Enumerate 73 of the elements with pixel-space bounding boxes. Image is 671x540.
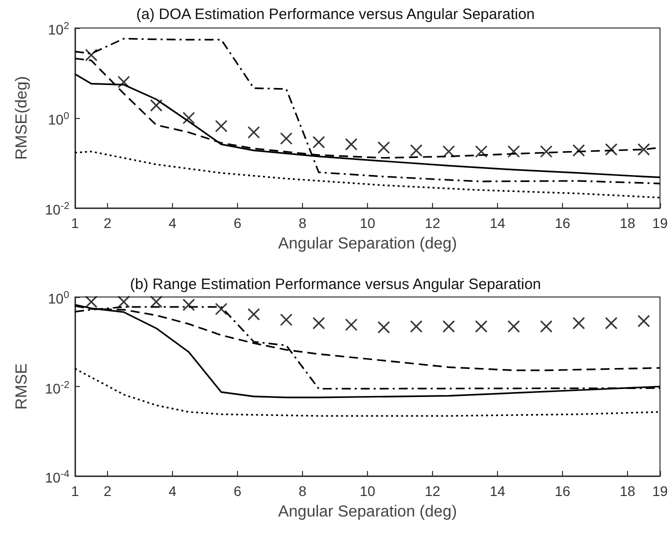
y-tick-label: 10$^{0}$	[48, 110, 70, 128]
point	[410, 144, 422, 157]
point	[85, 296, 98, 308]
x-axis-title: Angular Separation (deg)	[278, 504, 457, 520]
point	[182, 112, 195, 124]
line-series	[74, 150, 661, 198]
point	[118, 76, 130, 88]
x-tick-label: 14	[490, 215, 506, 231]
point	[540, 320, 552, 333]
x-tick-label: 10	[360, 215, 376, 231]
x-tick-label: 8	[298, 483, 307, 499]
point	[345, 318, 358, 331]
point	[118, 296, 130, 308]
point	[150, 296, 162, 308]
x-tick-label: 18	[620, 215, 636, 231]
line-series	[74, 368, 661, 417]
y-tick-label: 10$^{-2}$	[45, 200, 70, 218]
x-tick-label: 4	[168, 483, 177, 499]
x-tick-label: 16	[554, 483, 570, 499]
point	[215, 120, 228, 132]
line-series	[74, 38, 661, 184]
point	[442, 320, 455, 333]
chart-title: (a) DOA Estimation Performance versus Angular Separation	[136, 6, 535, 23]
point	[248, 308, 260, 321]
x-tick-label: 19	[652, 215, 668, 231]
y-axis-title: RMSE(deg)	[14, 76, 30, 160]
point	[150, 99, 162, 112]
point	[280, 132, 292, 145]
point	[182, 298, 195, 312]
point	[605, 143, 618, 156]
y-tick-label: 10$^{2}$	[48, 20, 70, 38]
x-axis-title: Angular Separation (deg)	[278, 236, 457, 252]
point	[475, 320, 488, 333]
chart-title: (b) Range Estimation Performance versus Angular Separation	[130, 276, 542, 293]
point	[572, 316, 585, 330]
point	[85, 48, 98, 62]
point	[638, 314, 650, 328]
x-tick-label: 6	[234, 483, 242, 499]
point	[312, 316, 325, 330]
point	[248, 126, 260, 139]
x-tick-label: 10	[360, 483, 376, 499]
x-tick-label: 18	[620, 483, 636, 499]
x-tick-label: 14	[490, 483, 506, 499]
point	[312, 136, 325, 148]
y-tick-label: 10$^{-2}$	[45, 378, 70, 396]
point	[378, 321, 390, 334]
x-tick-label: 4	[168, 215, 177, 231]
point	[345, 138, 358, 151]
point	[215, 302, 228, 316]
point	[508, 145, 520, 158]
x-tick-label: 19	[652, 483, 668, 499]
x-tick-label: 1	[71, 483, 80, 499]
x-tick-label: 2	[104, 215, 112, 231]
point	[572, 144, 585, 157]
x-tick-label: 2	[104, 483, 112, 499]
x-tick-label: 6	[234, 215, 242, 231]
y-tick-label: 10$^{-4}$	[45, 468, 70, 486]
point	[508, 320, 520, 333]
point	[280, 314, 292, 326]
point	[605, 316, 618, 330]
x-tick-label: 12	[424, 483, 440, 499]
point	[638, 143, 650, 156]
y-axis-title: RMSE	[14, 363, 30, 410]
x-tick-label: 12	[424, 215, 440, 231]
point	[410, 320, 422, 333]
point	[475, 145, 488, 158]
x-tick-label: 16	[554, 215, 570, 231]
point	[442, 145, 455, 158]
point	[378, 141, 390, 154]
x-tick-label: 1	[71, 215, 80, 231]
point	[540, 145, 552, 158]
x-tick-label: 8	[298, 215, 307, 231]
y-tick-label: 10$^{0}$	[48, 289, 70, 307]
